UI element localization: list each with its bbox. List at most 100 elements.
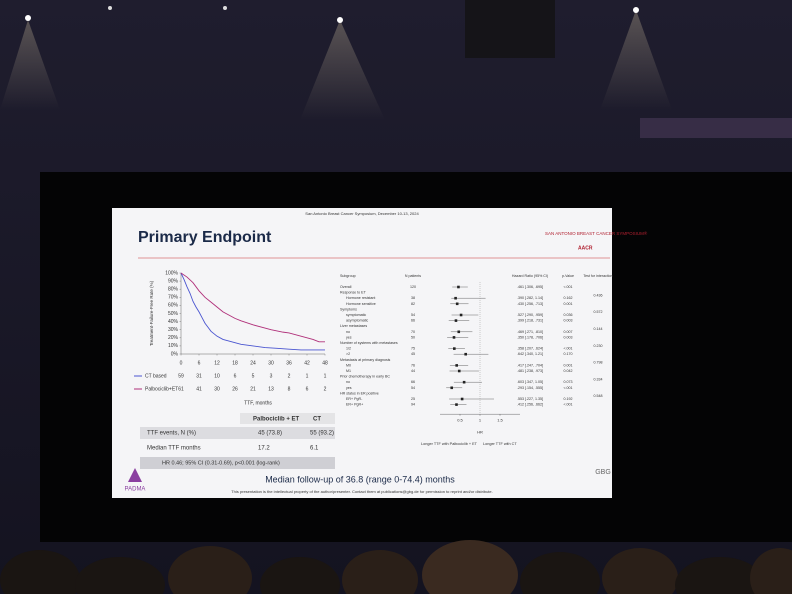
- logo-text: SAN ANTONIO BREAST CANCER SYMPOSIUM®: [545, 230, 648, 236]
- forest-n: 44: [411, 369, 415, 373]
- y-axis-label: Treatment-Failure-Free Rate (%): [149, 280, 154, 346]
- forest-label: Overall: [340, 285, 352, 289]
- projector: [465, 0, 555, 58]
- forest-point: [455, 302, 459, 306]
- at-risk-count: 8: [288, 386, 291, 392]
- forest-ci: .430 [.256, .713]: [517, 302, 543, 306]
- y-tick-label: 0%: [171, 351, 179, 357]
- forest-n: 75: [411, 347, 415, 351]
- forest-n: 66: [411, 319, 415, 323]
- table-note-bg: [140, 457, 335, 469]
- forest-plot: Subgroup N patients Hazard Ratio (95% CI) p…: [340, 274, 613, 446]
- x-tick-label: 30: [268, 360, 274, 366]
- y-tick-label: 70%: [168, 295, 179, 301]
- y-tick-label: 40%: [168, 319, 179, 325]
- forest-n: 66: [411, 380, 415, 384]
- legend-label: CT based: [145, 373, 167, 379]
- forest-point: [460, 397, 464, 401]
- at-risk-count: 30: [214, 386, 220, 392]
- forest-n: 94: [411, 403, 415, 407]
- forest-p: 0.073: [564, 380, 573, 384]
- forest-n: 120: [410, 285, 416, 289]
- forest-label: Hormone sensitive: [346, 302, 376, 306]
- slide-header: San Antonio Breast Cancer Symposium, Dec…: [305, 211, 419, 216]
- forest-header: Subgroup: [340, 274, 356, 278]
- forest-label: Liver metastases: [340, 324, 367, 328]
- forest-ci: .461 [.306, .695]: [517, 285, 543, 289]
- audience: [0, 540, 792, 594]
- forest-p: <.001: [563, 403, 572, 407]
- forest-label: Response to ET: [340, 291, 367, 295]
- forest-label: asymptomatic: [346, 319, 368, 323]
- forest-interaction: 0.230: [594, 344, 603, 348]
- forest-label: ER+ PgR-: [346, 397, 363, 401]
- forest-n: 82: [411, 302, 415, 306]
- table-note: HR 0.46; 95% CI (0.31-0.69), p<0.001 (lo…: [162, 460, 280, 466]
- km-curve: [180, 272, 325, 343]
- left-logo: PADMA: [125, 487, 146, 493]
- x-tick-label: 42: [304, 360, 310, 366]
- forest-n: 25: [411, 397, 415, 401]
- at-risk-count: 61: [178, 386, 184, 392]
- table-cell: TTF events, N (%): [147, 431, 196, 437]
- followup: Median follow-up of 36.8 (range 0-74.4) …: [265, 474, 455, 484]
- forest-point: [464, 352, 467, 356]
- x-tick-label: 24: [250, 360, 256, 366]
- forest-interaction: 0.436: [594, 293, 603, 297]
- x-tick-label: 18: [232, 360, 238, 366]
- forest-p: <.001: [563, 347, 572, 351]
- forest-point: [452, 336, 456, 339]
- at-risk-count: 26: [232, 386, 238, 392]
- slide: [112, 208, 612, 498]
- at-risk-count: 41: [196, 386, 202, 392]
- legend-label: Palbociclib+ET: [145, 386, 178, 392]
- forest-ci: .358 [.207, .624]: [517, 347, 543, 351]
- forest-label: ER+ PgR+: [346, 403, 363, 407]
- logo-partner: AACR: [578, 245, 593, 251]
- forest-label: Hormone resistant: [346, 296, 375, 300]
- padma-logo-mark: [128, 468, 142, 482]
- at-risk-count: 2: [324, 386, 327, 392]
- forest-point: [459, 313, 463, 317]
- x-tick-label: 12: [214, 360, 220, 366]
- at-risk-count: 3: [270, 373, 273, 379]
- table-row-bg: [140, 427, 335, 439]
- table-cell: Median TTF months: [147, 446, 201, 452]
- x-axis-label: TTF, months: [244, 400, 272, 406]
- y-tick-label: 90%: [168, 278, 179, 284]
- y-tick-label: 30%: [168, 327, 179, 333]
- forest-interaction: 0.144: [594, 327, 603, 331]
- forest-n: 38: [411, 296, 415, 300]
- forest-ci: .553 [.227, 1.35]: [517, 397, 543, 401]
- forest-p: 0.036: [564, 313, 573, 317]
- y-tick-label: 100%: [165, 270, 178, 276]
- table-header: Palbociclib + ET: [253, 417, 300, 423]
- x-tick-label: 48: [322, 360, 328, 366]
- forest-ci: .527 [.290, .959]: [517, 313, 543, 317]
- forest-point: [450, 386, 454, 390]
- forest-label: yes: [346, 386, 352, 390]
- forest-label: Number of systems with metastases: [340, 341, 398, 345]
- at-risk-count: 2: [288, 373, 291, 379]
- forest-ci: .399 [.218, .731]: [517, 319, 543, 323]
- at-risk-count: 10: [214, 373, 220, 379]
- forest-left-note: Longer TTF with Palbociclib + ET: [421, 442, 478, 446]
- forest-ci: .293 [.154, .555]: [517, 386, 543, 390]
- forest-point: [453, 347, 456, 350]
- forest-ci: .642 [.340, 1.21]: [517, 352, 543, 356]
- forest-interaction: 0.548: [594, 394, 603, 398]
- forest-p: 0.162: [564, 296, 573, 300]
- x-tick-label: 6: [198, 360, 201, 366]
- y-tick-label: 20%: [168, 335, 179, 341]
- x-tick-label: 36: [286, 360, 292, 366]
- forest-interaction: 0.572: [594, 310, 603, 314]
- forest-point: [455, 364, 458, 367]
- table-header: CT: [313, 417, 321, 423]
- forest-label: Symptoms: [340, 307, 357, 311]
- forest-header: Test for interaction: [583, 274, 612, 278]
- forest-label: yes: [346, 335, 352, 339]
- forest-header: Hazard Ratio (95% CI): [512, 274, 548, 278]
- forest-tick-label: 1: [479, 417, 482, 422]
- forest-label: no: [346, 380, 350, 384]
